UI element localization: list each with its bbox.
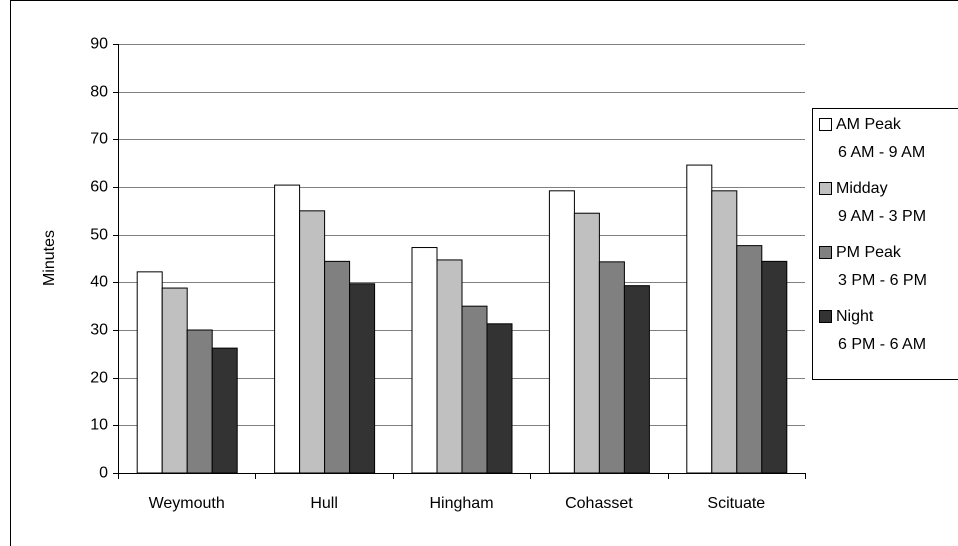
y-tick-label: 10	[90, 417, 108, 434]
y-tick-label: 80	[90, 84, 108, 101]
y-tick-label: 40	[90, 274, 108, 291]
x-tick-label: Scituate	[707, 495, 765, 512]
bar	[711, 190, 738, 474]
legend-label: Night	[836, 308, 874, 325]
x-tick-label: Weymouth	[149, 495, 225, 512]
x-tick-label: Cohasset	[565, 495, 633, 512]
y-tick-label: 0	[99, 465, 108, 482]
bar	[548, 190, 575, 474]
bar	[573, 212, 600, 474]
y-tick-label: 60	[90, 179, 108, 196]
bar	[411, 247, 438, 474]
legend-box	[812, 108, 958, 380]
bar	[461, 305, 488, 474]
bar	[274, 184, 301, 474]
bar	[136, 271, 163, 474]
bar	[211, 347, 238, 474]
bar	[736, 245, 763, 474]
bar	[761, 260, 788, 474]
bar	[324, 260, 351, 474]
bar	[486, 323, 513, 474]
x-tick-label: Hingham	[429, 495, 493, 512]
y-tick-label: 90	[90, 36, 108, 53]
y-tick-label: 50	[90, 227, 108, 244]
legend-sublabel: 3 PM - 6 PM	[838, 272, 927, 289]
bar	[186, 329, 213, 474]
legend-label: PM Peak	[836, 244, 902, 261]
legend-swatch	[819, 118, 832, 131]
x-tick-label: Hull	[310, 495, 338, 512]
y-tick-label: 70	[90, 131, 108, 148]
bar	[623, 285, 650, 474]
legend-label: AM Peak	[836, 116, 902, 133]
y-tick-label: 30	[90, 322, 108, 339]
bar	[686, 164, 713, 474]
legend-sublabel: 6 PM - 6 AM	[838, 336, 926, 353]
bar	[161, 287, 188, 474]
legend-sublabel: 6 AM - 9 AM	[838, 144, 925, 161]
legend-swatch	[819, 182, 832, 195]
y-tick-label: 20	[90, 370, 108, 387]
legend-swatch	[819, 310, 832, 323]
bar	[299, 210, 326, 474]
legend-label: Midday	[836, 180, 888, 197]
legend-sublabel: 9 AM - 3 PM	[838, 208, 926, 225]
bar	[598, 261, 625, 474]
bar	[349, 283, 376, 474]
bar	[436, 259, 463, 474]
legend-swatch	[819, 246, 832, 259]
y-axis-title: Minutes	[41, 230, 58, 286]
